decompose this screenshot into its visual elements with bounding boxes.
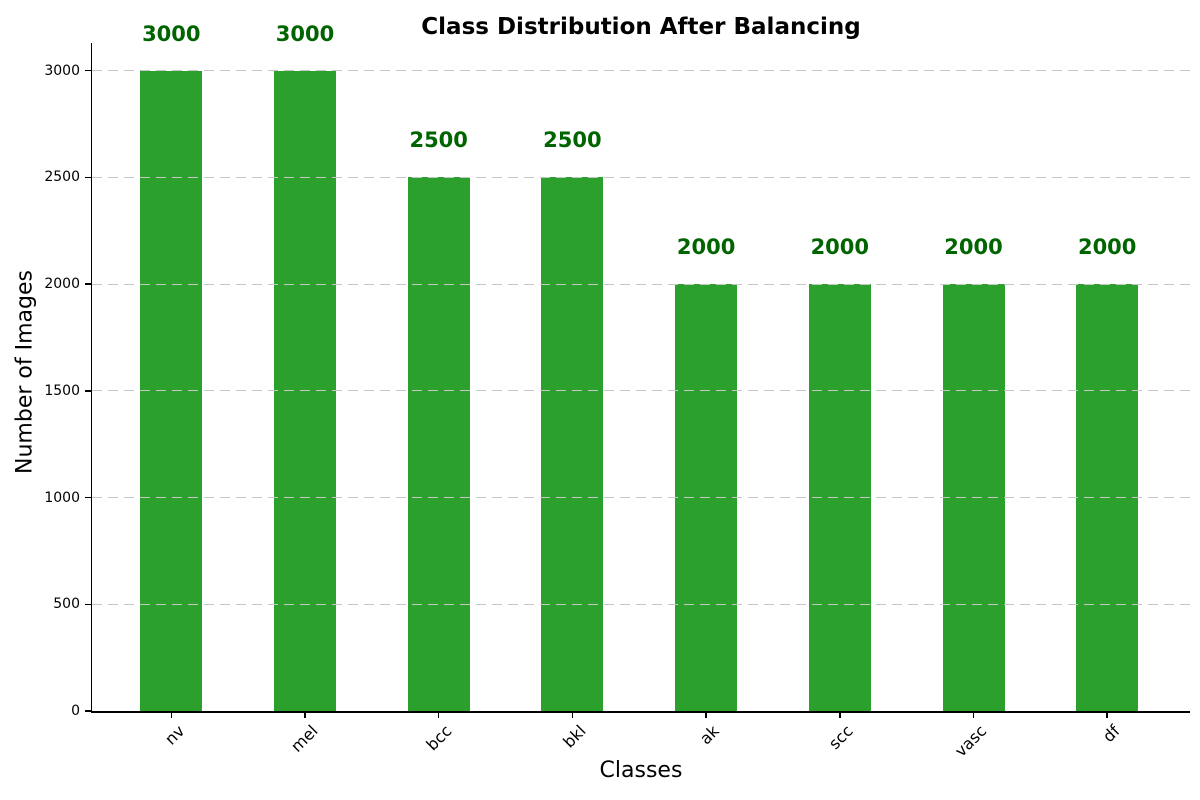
x-tick-label-mel: mel [287, 721, 322, 756]
y-tick-1000 [85, 496, 92, 499]
y-tick-label-2000: 2000 [44, 276, 80, 293]
x-tick-vasc [972, 711, 975, 718]
y-tick-label-500: 500 [53, 596, 80, 613]
x-tick-label-scc: scc [824, 721, 857, 754]
y-tick-0 [85, 710, 92, 712]
gridline-3000 [92, 70, 1190, 72]
x-tick-label-nv: nv [160, 721, 189, 749]
gridline-500 [92, 603, 1190, 605]
y-tick-label-3000: 3000 [44, 62, 80, 79]
bottom-spine [90, 711, 1190, 713]
x-tick-df [1106, 711, 1108, 718]
gridline-1000 [92, 497, 1190, 499]
x-tick-bkl [571, 711, 574, 718]
y-tick-3000 [85, 69, 92, 72]
y-tick-label-2500: 2500 [44, 169, 80, 186]
x-tick-scc [839, 711, 841, 718]
x-tick-label-ak: ak [695, 721, 723, 749]
x-tick-mel [304, 711, 306, 718]
x-tick-bcc [437, 711, 440, 718]
chart-title: Class Distribution After Balancing [421, 14, 861, 40]
y-tick-label-1500: 1500 [44, 382, 80, 399]
bar-value-label-bkl: 2500 [543, 128, 602, 153]
y-tick-1500 [85, 390, 92, 392]
bar-bkl [541, 177, 604, 711]
x-tick-label-df: df [1099, 721, 1124, 746]
x-tick-label-vasc: vasc [951, 721, 991, 761]
bar-value-label-ak: 2000 [676, 235, 736, 260]
gridline-2000 [92, 283, 1190, 285]
y-tick-label-0: 0 [71, 703, 80, 719]
x-tick-ak [705, 711, 707, 718]
y-axis-label: Number of Images [12, 270, 38, 474]
gridline-1500 [92, 390, 1190, 392]
y-tick-2000 [85, 283, 92, 285]
y-tick-500 [85, 603, 92, 606]
y-tick-2500 [85, 176, 92, 179]
x-tick-nv [170, 711, 173, 718]
x-axis-label: Classes [599, 758, 683, 783]
bar-value-label-bcc: 2500 [409, 128, 468, 153]
y-tick-label-1000: 1000 [44, 489, 80, 506]
x-tick-label-bkl: bkl [558, 721, 590, 752]
gridline-2500 [92, 176, 1190, 178]
left-spine [90, 43, 92, 713]
bar-value-label-scc: 2000 [810, 235, 870, 260]
bar-value-label-vasc: 2000 [944, 235, 1003, 260]
x-tick-label-bcc: bcc [422, 721, 456, 755]
bar-value-label-mel: 3000 [275, 21, 335, 46]
bar-value-label-df: 2000 [1077, 235, 1137, 260]
bar-value-label-nv: 3000 [142, 21, 201, 46]
bar-bcc [407, 177, 470, 711]
